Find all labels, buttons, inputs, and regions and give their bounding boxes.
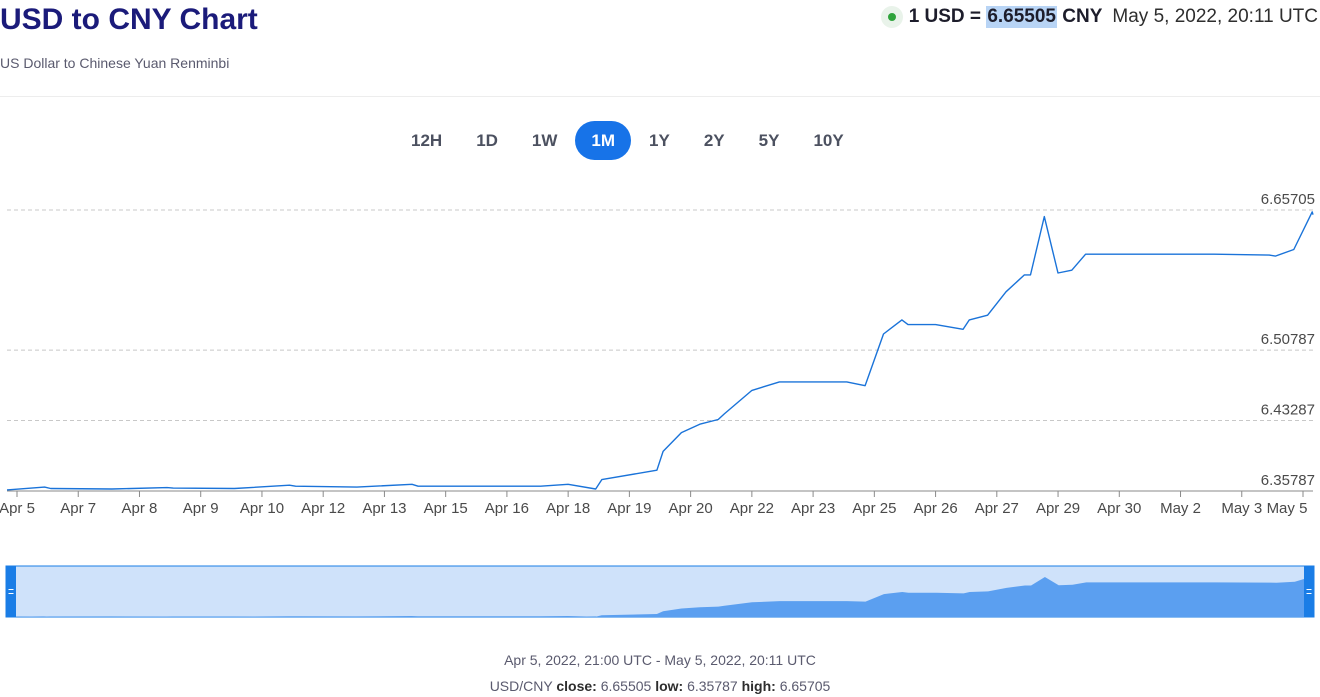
- x-tick-label: Apr 9: [183, 500, 219, 517]
- range-navigator[interactable]: [0, 560, 1320, 622]
- page-title: USD to CNY Chart: [0, 3, 258, 36]
- live-status-icon: [880, 6, 903, 28]
- range-button-1w[interactable]: 1W: [531, 131, 558, 150]
- page-subtitle: US Dollar to Chinese Yuan Renminbi: [0, 55, 230, 71]
- rate-suffix: CNY: [1057, 6, 1103, 27]
- x-tick-label: Apr 8: [122, 500, 158, 517]
- footer-stats: USD/CNY close: 6.65505 low: 6.35787 high…: [0, 678, 1320, 694]
- x-tick-label: May 2: [1160, 500, 1201, 517]
- range-button-12h[interactable]: 12H: [411, 131, 443, 150]
- x-tick-label: Apr 16: [485, 500, 529, 517]
- footer-close-label: close:: [556, 678, 597, 694]
- rate-value: 6.65505: [986, 6, 1057, 28]
- y-tick-label: 6.43287: [1261, 402, 1315, 419]
- y-tick-label: 6.65705: [1261, 191, 1315, 208]
- x-tick-label: Apr 19: [607, 500, 651, 517]
- navigator-range-label: Apr 5, 2022, 21:00 UTC - May 5, 2022, 20…: [504, 652, 816, 668]
- x-tick-label: Apr 12: [301, 500, 345, 517]
- range-button-2y[interactable]: 2Y: [703, 131, 725, 150]
- live-rate: 1 USD = 6.65505 CNY May 5, 2022, 20:11 U…: [880, 6, 1318, 28]
- x-tick-label: Apr 30: [1097, 500, 1141, 517]
- footer-high-label: high:: [741, 678, 776, 694]
- series-line-usd-cny: [6, 211, 1314, 491]
- range-button-1m[interactable]: 1M: [575, 121, 632, 160]
- x-tick-label: Apr 29: [1036, 500, 1080, 517]
- rate-line-chart[interactable]: 6.65705 6.50787 6.43287 6.35787 Apr 5 Apr 7 Ap…: [0, 175, 1320, 525]
- range-button-1d[interactable]: 1D: [476, 131, 498, 150]
- range-button-1y[interactable]: 1Y: [649, 131, 670, 150]
- header-divider: [0, 96, 1320, 97]
- rate-prefix: 1 USD =: [908, 6, 987, 27]
- navigator-handle-right[interactable]: [1304, 566, 1314, 617]
- x-tick-label: May 3: [1221, 500, 1262, 517]
- range-button-10y[interactable]: 10Y: [813, 131, 844, 150]
- footer-low-value: 6.35787: [687, 678, 738, 694]
- x-tick-label: Apr 7: [60, 500, 96, 517]
- x-tick-label: Apr 26: [913, 500, 957, 517]
- x-tick-label: Apr 15: [424, 500, 468, 517]
- x-tick-label: May 5: [1267, 500, 1308, 517]
- x-tick-label: Apr 20: [669, 500, 713, 517]
- x-tick-label: Apr 5: [0, 500, 35, 517]
- x-tick-label: Apr 13: [362, 500, 406, 517]
- x-tick-label: Apr 22: [730, 500, 774, 517]
- rate-timestamp: May 5, 2022, 20:11 UTC: [1112, 6, 1318, 27]
- x-tick-label: Apr 18: [546, 500, 590, 517]
- y-tick-label: 6.50787: [1261, 331, 1315, 348]
- y-tick-label: 6.35787: [1261, 472, 1315, 489]
- range-selector: 12H 1D 1W 1M 1Y 2Y 5Y 10Y: [395, 121, 862, 160]
- footer-low-label: low:: [655, 678, 684, 694]
- x-tick-label: Apr 27: [975, 500, 1019, 517]
- x-tick-label: Apr 10: [240, 500, 284, 517]
- x-tick-label: Apr 23: [791, 500, 835, 517]
- footer-close-value: 6.65505: [600, 678, 652, 694]
- range-button-5y[interactable]: 5Y: [758, 131, 780, 150]
- footer-high-value: 6.65705: [779, 678, 831, 694]
- footer-pair: USD/CNY: [489, 678, 553, 694]
- x-tick-label: Apr 25: [852, 500, 896, 517]
- navigator-handle-left[interactable]: [6, 566, 16, 617]
- navigator-area: [6, 576, 1314, 617]
